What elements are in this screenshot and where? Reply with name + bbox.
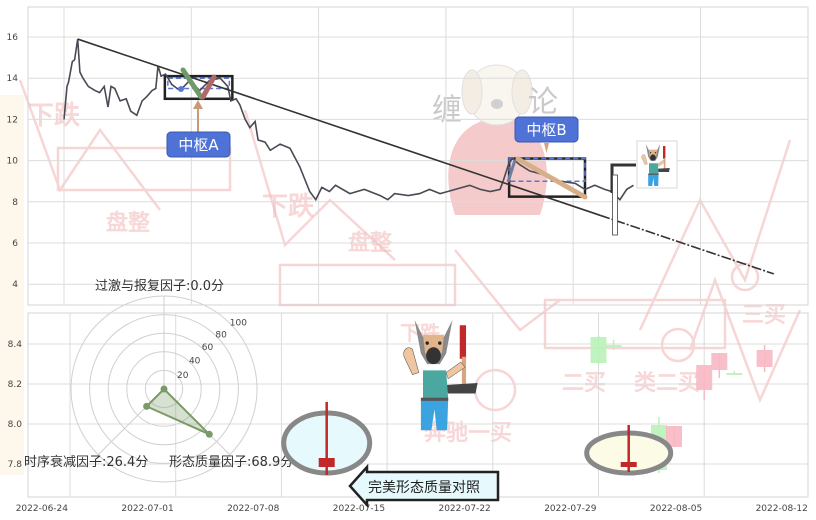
y-tick-label: 8 — [12, 198, 18, 208]
y-tick-label: 6 — [12, 239, 18, 249]
pivot-a-dot — [178, 86, 184, 92]
x-tick-label: 2022-08-12 — [756, 504, 808, 514]
y-tick-label: 7.8 — [8, 460, 23, 470]
breakout-marker — [610, 163, 636, 193]
breakout-bar — [612, 174, 618, 236]
pivot-b-inner-box — [508, 157, 586, 182]
trend-line-projection — [599, 214, 775, 275]
top-panel-frame — [27, 6, 809, 306]
pivot-labels: 中枢A 中枢B — [166, 67, 588, 200]
radar-axis-label: 形态质量因子:68.9分 — [169, 455, 293, 470]
radar-ring-label: 20 — [177, 371, 189, 381]
pivot-b-up-stroke — [506, 159, 517, 183]
x-tick-label: 2022-06-24 — [16, 504, 69, 514]
pivot-a-down-stroke — [180, 67, 204, 100]
faint-candle-body — [756, 350, 773, 367]
faint-candle-body — [696, 365, 713, 390]
x-tick-label: 2022-07-15 — [333, 504, 385, 514]
radar-ring-label: 100 — [230, 318, 247, 328]
pivot-a-inner-box — [167, 77, 231, 90]
x-tick-label: 2022-08-05 — [650, 504, 702, 514]
radar-point — [160, 385, 168, 393]
radar-axis-label: 过激与报复因子:0.0分 — [95, 279, 224, 294]
y-tick-label: 8.4 — [8, 340, 23, 350]
bottom-y-axis: 8.4 8.2 8.0 7.8 — [8, 340, 23, 470]
watermark-text: 三买 — [742, 303, 786, 328]
pivot-b-label-box — [514, 116, 579, 143]
faint-candle-body — [605, 345, 622, 347]
highlighted-candle-body — [620, 462, 637, 467]
y-tick-label: 10 — [7, 157, 19, 167]
faint-candle-body — [666, 426, 682, 447]
faint-candle-body — [590, 337, 607, 363]
top-y-axis: 16 14 12 10 8 6 4 — [7, 33, 19, 290]
x-tick-label: 2022-07-08 — [227, 504, 280, 514]
radar-ring-label: 40 — [189, 357, 201, 367]
y-tick-label: 8.2 — [8, 380, 22, 390]
pivot-a-label: 中枢A — [178, 136, 219, 154]
pivot-a-arrow-head — [193, 100, 203, 109]
radar-ring-label: 60 — [202, 343, 214, 353]
highlighted-candle-body — [318, 458, 335, 467]
radar-point — [205, 430, 213, 438]
trend-line — [77, 38, 601, 217]
watermark-text: 盘整 — [106, 210, 150, 236]
y-tick-label: 16 — [7, 33, 19, 43]
radar-point — [143, 402, 151, 410]
radar-area — [144, 387, 211, 436]
pivot-b-down-stroke — [515, 156, 588, 200]
top-grid — [28, 7, 808, 305]
x-tick-label: 2022-07-29 — [544, 504, 597, 514]
compare-label: 完美形态质量对照 — [348, 463, 500, 509]
pivot-a-up-stroke — [200, 74, 217, 100]
x-tick-label: 2022-07-22 — [438, 504, 490, 514]
watermark-brand: 论 — [528, 85, 558, 120]
pivot-b-label: 中枢B — [526, 121, 566, 139]
monk-dog-watermark-icon — [448, 64, 547, 215]
watermark-brand: 缠 — [432, 93, 462, 128]
pivot-b-arrow — [544, 143, 549, 153]
pivot-a-box — [163, 74, 234, 101]
watermark-text: 下跌 — [262, 192, 314, 222]
compare-label-text: 完美形态质量对照 — [368, 480, 480, 496]
bottom-grid — [28, 313, 808, 497]
x-tick-label: 2022-07-01 — [121, 504, 173, 514]
watermark-layer: 下跌 下跌 下跌 盘整 盘整 二买 类二买 奔驰一买 三买 缠 论 — [18, 64, 802, 446]
y-tick-label: 14 — [7, 74, 19, 84]
left-margin-band — [0, 95, 24, 475]
watermark-text: 下跌 — [28, 101, 80, 131]
pivot-a-label-box — [166, 131, 231, 158]
y-tick-label: 4 — [12, 280, 18, 290]
price-line — [63, 38, 634, 202]
y-tick-label: 8.0 — [8, 420, 23, 430]
y-tick-label: 12 — [7, 115, 18, 125]
radar-axis-label: 时序衰减因子:26.4分 — [24, 454, 148, 470]
faint-candle-body — [711, 353, 728, 370]
faint-candle-body — [726, 373, 743, 375]
radar-ring-label: 80 — [215, 330, 227, 340]
candles — [281, 336, 773, 476]
x-axis: 2022-06-24 2022-07-01 2022-07-08 2022-07-15… — [16, 504, 808, 514]
